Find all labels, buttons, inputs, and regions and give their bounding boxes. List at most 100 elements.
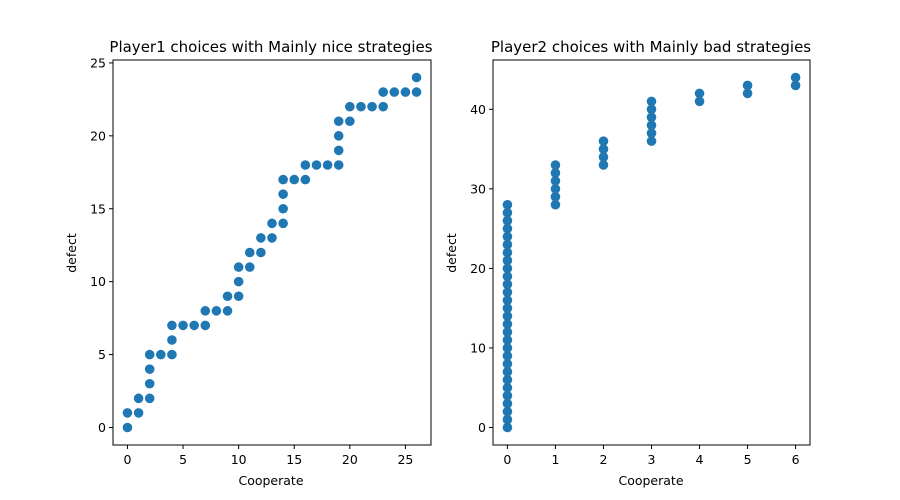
right-data-point: [598, 152, 609, 162]
left-data-point: [411, 72, 422, 83]
left-data-point: [300, 160, 311, 170]
left-data-point: [167, 320, 177, 331]
left-data-point: [256, 247, 266, 258]
left-data-point: [333, 160, 344, 170]
right-data-point: [502, 374, 513, 385]
right-y-tick-label: 40: [470, 102, 486, 117]
right-data-point: [502, 199, 513, 210]
left-data-point: [311, 160, 322, 170]
left-data-point: [333, 131, 344, 141]
left-data-point: [156, 349, 166, 360]
right-data-point: [598, 136, 609, 146]
right-data-point: [502, 295, 513, 306]
right-x-axis-label: Cooperate: [618, 473, 683, 488]
left-x-tick-label: 0: [123, 452, 131, 467]
right-data-point: [742, 88, 753, 99]
right-data-point: [646, 136, 657, 146]
right-data-point: [550, 192, 561, 202]
right-data-point: [646, 128, 657, 138]
right-data-point: [502, 271, 513, 282]
right-data-point: [502, 239, 513, 250]
left-data-point: [244, 247, 255, 258]
left-y-tick-label: 0: [98, 420, 106, 435]
right-data-point: [502, 359, 513, 369]
left-y-axis-label: defect: [64, 233, 79, 273]
left-data-point: [144, 364, 155, 374]
right-chart-title: Player2 choices with Mainly bad strategi…: [491, 38, 811, 56]
right-data-points: [502, 72, 801, 433]
right-data-point: [502, 287, 513, 298]
left-data-point: [222, 291, 233, 302]
right-data-point: [502, 223, 513, 234]
right-x-tick-label: 1: [551, 452, 559, 467]
left-data-point: [233, 291, 244, 302]
right-data-point: [502, 422, 513, 433]
left-data-point: [345, 116, 355, 127]
left-data-point: [289, 174, 300, 185]
right-x-tick-label: 3: [648, 452, 656, 467]
left-data-point: [178, 320, 188, 331]
right-plot-frame: [492, 59, 811, 446]
right-data-point: [790, 80, 801, 91]
right-data-point: [598, 144, 609, 154]
left-data-point: [389, 87, 400, 97]
right-data-point: [502, 279, 513, 290]
left-data-point: [144, 393, 155, 404]
right-data-point: [502, 351, 513, 361]
left-data-point: [345, 101, 355, 112]
left-y-tick-label: 15: [90, 201, 106, 216]
left-data-point: [378, 87, 388, 97]
left-data-point: [244, 262, 255, 272]
right-data-point: [502, 327, 513, 337]
left-data-point: [133, 393, 144, 404]
left-data-point: [222, 306, 233, 316]
right-scatter-panel: Player2 choices with Mainly bad strategi…: [444, 38, 811, 488]
right-data-point: [502, 398, 513, 409]
right-data-point: [502, 367, 513, 377]
right-data-point: [502, 343, 513, 353]
left-data-point: [256, 233, 266, 243]
left-data-point: [200, 320, 211, 331]
left-data-point: [278, 174, 288, 185]
left-data-point: [333, 116, 344, 127]
left-data-point: [356, 101, 366, 112]
left-scatter-panel: Player1 choices with Mainly nice strateg…: [64, 38, 433, 488]
right-data-point: [598, 160, 609, 170]
right-y-tick-label: 30: [470, 181, 486, 196]
right-data-point: [502, 303, 513, 313]
left-data-point: [122, 408, 133, 418]
left-chart-title: Player1 choices with Mainly nice strateg…: [109, 38, 432, 56]
left-data-point: [133, 408, 144, 418]
right-data-point: [502, 406, 513, 417]
left-x-tick-label: 20: [342, 452, 358, 467]
left-data-point: [267, 233, 277, 243]
left-y-tick-label: 25: [90, 55, 106, 70]
right-data-point: [502, 263, 513, 274]
right-data-point: [502, 247, 513, 258]
right-y-tick-label: 20: [470, 261, 486, 276]
right-data-point: [502, 231, 513, 242]
left-x-tick-label: 25: [397, 452, 413, 467]
left-x-tick-label: 15: [286, 452, 302, 467]
left-data-point: [367, 101, 377, 112]
left-x-tick-label: 5: [179, 452, 187, 467]
right-data-point: [694, 88, 705, 99]
left-data-point: [278, 189, 288, 199]
right-data-point: [502, 390, 513, 401]
left-data-point: [211, 306, 222, 316]
left-y-tick-label: 5: [98, 347, 106, 362]
right-data-point: [742, 80, 753, 91]
right-data-point: [550, 160, 561, 170]
left-data-point: [378, 101, 388, 112]
right-x-tick-label: 5: [744, 452, 752, 467]
right-data-point: [502, 319, 513, 329]
left-data-point: [167, 349, 177, 360]
left-data-points: [122, 72, 422, 433]
left-plot-frame: [112, 59, 432, 446]
right-axis-ticks: 0 1 2 3 4 5 6 0 10 20 30 40: [470, 102, 800, 467]
left-x-axis-label: Cooperate: [238, 473, 303, 488]
right-data-point: [502, 215, 513, 226]
right-x-tick-label: 4: [696, 452, 704, 467]
right-data-point: [646, 96, 657, 107]
